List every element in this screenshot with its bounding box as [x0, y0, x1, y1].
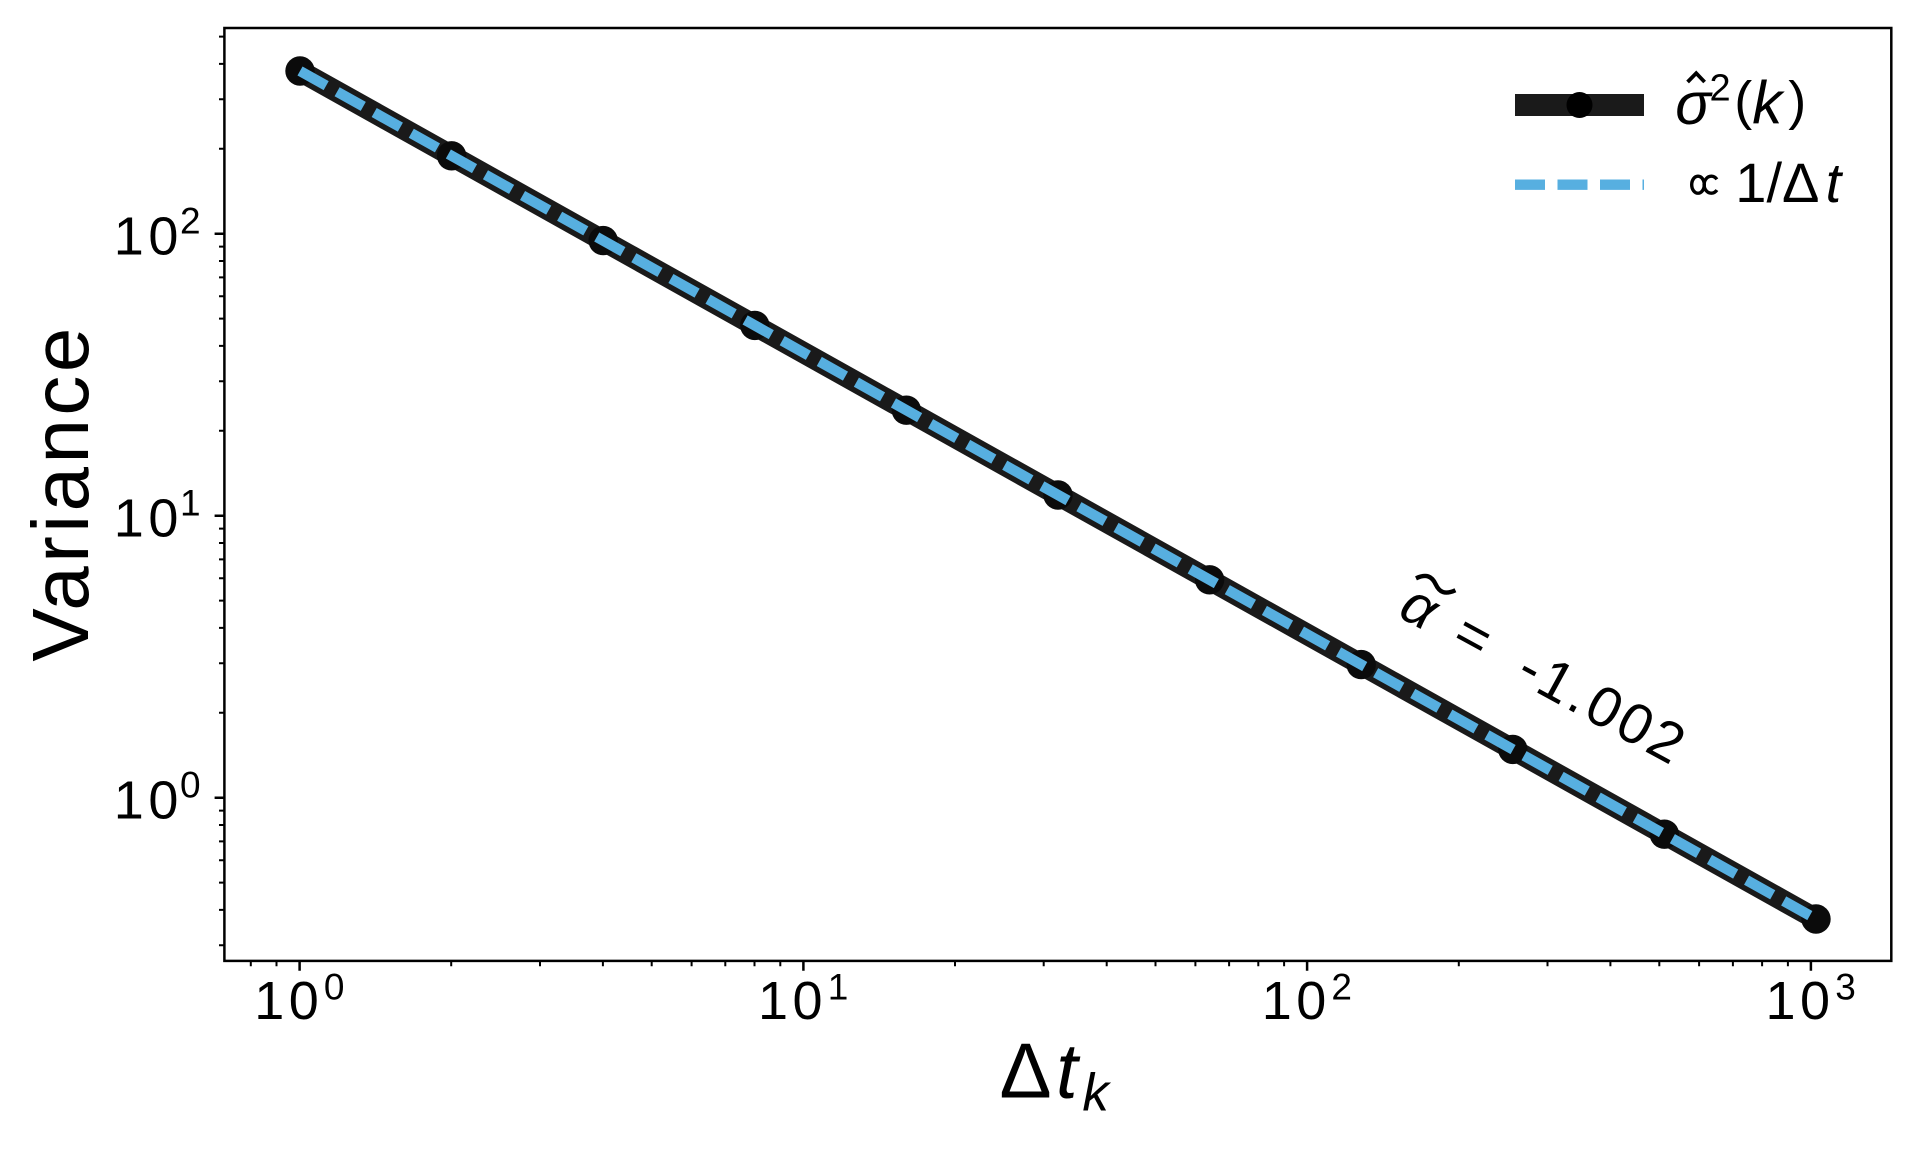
- svg-text:10: 10: [1262, 971, 1331, 1031]
- svg-text:): ): [1788, 71, 1806, 131]
- svg-text:(: (: [1734, 71, 1752, 131]
- svg-text:2: 2: [1710, 68, 1731, 110]
- svg-text:0: 0: [324, 966, 345, 1007]
- svg-text:k: k: [1752, 69, 1785, 136]
- svg-text:10: 10: [758, 971, 827, 1031]
- svg-text:2: 2: [1331, 966, 1352, 1007]
- svg-text:10: 10: [114, 488, 183, 548]
- svg-text:10: 10: [1766, 971, 1835, 1031]
- svg-text:10: 10: [114, 770, 183, 830]
- svg-text:10: 10: [254, 971, 323, 1031]
- svg-text:k: k: [1082, 1064, 1111, 1123]
- svg-text:10: 10: [114, 206, 183, 266]
- svg-text:1/Δ: 1/Δ: [1735, 151, 1819, 214]
- svg-text:3: 3: [1835, 966, 1856, 1007]
- svg-text:σ: σ: [1675, 71, 1713, 137]
- svg-text:2: 2: [180, 200, 201, 241]
- svg-text:Δ: Δ: [1000, 1026, 1052, 1114]
- svg-text:1: 1: [828, 966, 849, 1007]
- svg-text:t: t: [1826, 151, 1844, 214]
- svg-text:Variance: Variance: [16, 324, 105, 661]
- svg-text:1: 1: [180, 482, 201, 523]
- svg-text:0: 0: [180, 764, 201, 805]
- svg-text:t: t: [1056, 1026, 1081, 1114]
